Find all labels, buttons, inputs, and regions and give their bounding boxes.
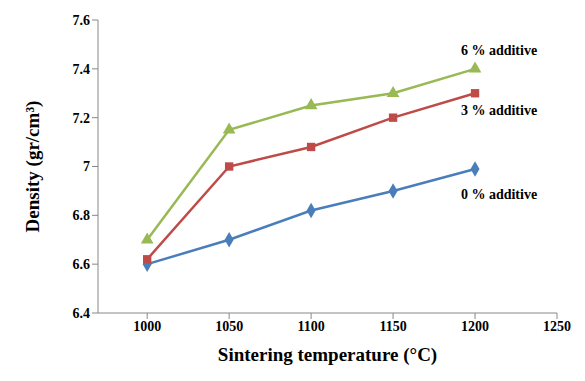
svg-text:0 % additive: 0 % additive	[461, 187, 537, 202]
svg-text:7.2: 7.2	[73, 111, 91, 126]
svg-text:1050: 1050	[215, 319, 243, 334]
svg-text:6 % additive: 6 % additive	[461, 43, 537, 58]
svg-text:1000: 1000	[133, 319, 161, 334]
svg-text:6.6: 6.6	[73, 257, 91, 272]
svg-text:3 % additive: 3 % additive	[461, 103, 537, 118]
svg-text:1100: 1100	[297, 319, 324, 334]
svg-text:7: 7	[83, 159, 90, 174]
svg-text:1250: 1250	[543, 319, 571, 334]
svg-text:6.4: 6.4	[73, 306, 91, 321]
svg-text:1150: 1150	[379, 319, 406, 334]
svg-text:7.6: 7.6	[73, 13, 91, 28]
svg-text:6.8: 6.8	[73, 208, 91, 223]
svg-text:Sintering temperature (°C): Sintering temperature (°C)	[218, 344, 437, 366]
svg-text:Density (gr/cm³): Density (gr/cm³)	[22, 101, 44, 233]
svg-text:1200: 1200	[461, 319, 489, 334]
svg-text:7.4: 7.4	[73, 62, 91, 77]
